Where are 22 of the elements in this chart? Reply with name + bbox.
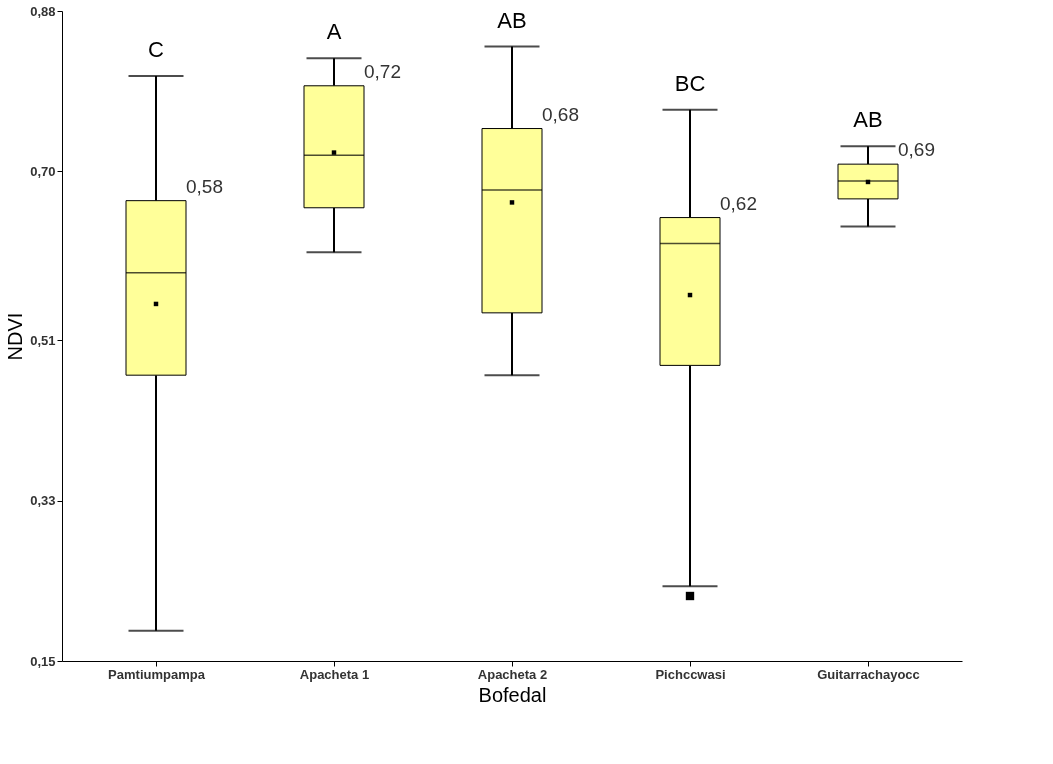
annotation: 0,68 <box>542 103 579 125</box>
y-tick-label: 0,51 <box>30 332 56 348</box>
annotation: C <box>148 37 165 62</box>
annotation: A <box>326 19 342 45</box>
annotation: BC <box>674 70 706 96</box>
y-tick-label: 0,70 <box>30 163 56 179</box>
y-tick-label: 0,33 <box>30 493 56 509</box>
x-tick-label: Apacheta 2 <box>477 666 548 682</box>
y-axis-title: NDVI <box>4 312 27 361</box>
annotation: 0,69 <box>898 139 935 161</box>
x-tick-label: Pamtiumpampa <box>108 666 206 682</box>
annotation: AB <box>497 7 527 33</box>
x-axis-title: Bofedal <box>478 683 547 706</box>
annotation: 0,72 <box>364 60 401 82</box>
annotation: 0,62 <box>720 192 757 214</box>
y-tick-label: 0,88 <box>30 3 56 19</box>
y-tick-label: 0,15 <box>30 653 56 669</box>
x-tick-label: Apacheta 1 <box>299 666 370 682</box>
x-tick-label: Guitarrachayocc <box>817 666 920 682</box>
x-tick-label: Pichccwasi <box>655 666 726 682</box>
annotation: AB <box>853 107 883 133</box>
annotation: 0,58 <box>186 175 223 197</box>
